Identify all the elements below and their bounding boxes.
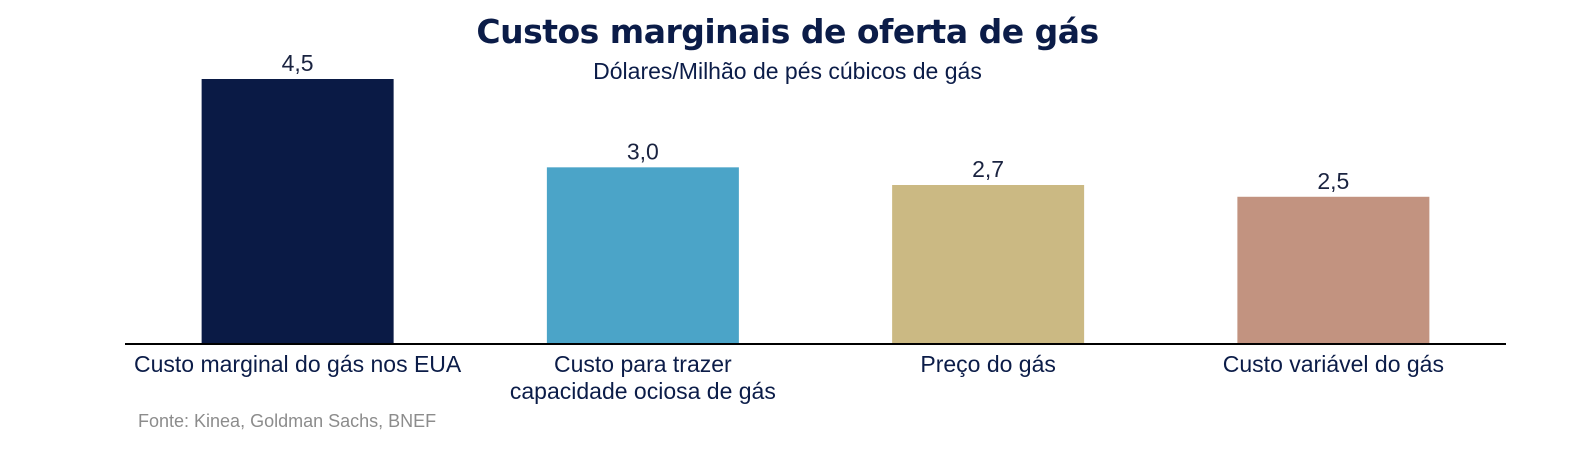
bar-1 <box>201 79 394 344</box>
category-label-1: Custo marginal do gás nos EUA <box>134 351 462 377</box>
value-label-2: 3,0 <box>627 138 659 164</box>
chart-title: Custos marginais de oferta de gás <box>476 12 1099 51</box>
bar-3 <box>892 185 1085 344</box>
bar-2 <box>546 167 739 344</box>
bar-4 <box>1237 196 1430 344</box>
labels-layer: 4,5 Custo marginal do gás nos EUA 3,0 Custo… <box>134 50 1444 404</box>
category-label-2: Custo para trazer capacidade ociosa de gá… <box>510 351 776 404</box>
chart-subtitle: Dólares/Milhão de pés cúbicos de gás <box>593 58 982 84</box>
bars-layer <box>201 79 1430 344</box>
category-label-3: Preço do gás <box>920 351 1056 377</box>
value-label-4: 2,5 <box>1317 168 1349 194</box>
category-label-4: Custo variável do gás <box>1223 351 1444 377</box>
source-note: Fonte: Kinea, Goldman Sachs, BNEF <box>138 411 437 431</box>
value-label-1: 4,5 <box>282 50 314 76</box>
value-label-3: 2,7 <box>972 156 1004 182</box>
